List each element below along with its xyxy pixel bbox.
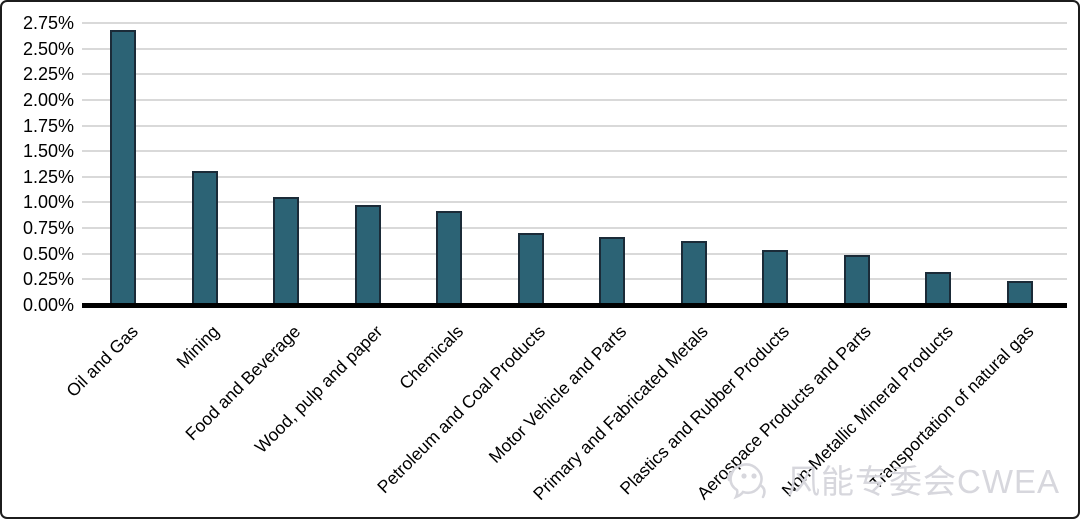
y-tick-label: 1.00% — [22, 192, 74, 213]
gridline — [82, 124, 1067, 127]
x-category-label: Transportation of natural gas — [866, 321, 1038, 494]
gridline — [82, 278, 1067, 281]
bar-mining — [191, 170, 218, 305]
gridline — [82, 47, 1067, 50]
x-category-label: Aerospace Products and Parts — [692, 321, 875, 504]
x-category-label: Oil and Gas — [61, 321, 142, 401]
bar-plastics-and-rubber-products — [762, 249, 788, 305]
gridline — [82, 252, 1067, 255]
gridline — [82, 175, 1067, 178]
y-tick-label: 1.25% — [22, 166, 74, 187]
x-category-label: Motor Vehicle and Parts — [484, 321, 631, 467]
y-tick-label: 2.75% — [22, 13, 74, 33]
bar-food-and-beverage — [273, 197, 299, 305]
x-category-label: Petroleum and Coal Products — [373, 321, 549, 498]
y-tick-label: 1.75% — [22, 115, 74, 136]
bar-non-metallic-mineral-products — [925, 272, 951, 305]
gridline — [82, 201, 1067, 204]
y-tick-label: 0.50% — [22, 243, 74, 264]
bar-primary-and-fabricated-metals — [680, 241, 707, 305]
bar-chemicals — [436, 210, 462, 305]
y-tick-label: 1.50% — [22, 141, 74, 162]
x-axis-line — [82, 303, 1067, 308]
gridline — [82, 227, 1067, 230]
gridline — [82, 98, 1067, 101]
x-category-label: Mining — [172, 321, 223, 372]
bar-wood-pulp-and-paper — [354, 204, 381, 305]
bar-aerospace-products-and-parts — [843, 254, 870, 305]
x-category-label: Plastics and Rubber Products — [616, 321, 794, 499]
x-category-label: Non-Metallic Mineral Products — [777, 321, 957, 501]
y-tick-label: 0.25% — [22, 269, 74, 290]
bar-oil-and-gas — [110, 30, 136, 305]
y-tick-label: 2.25% — [22, 64, 74, 85]
x-category-label: Chemicals — [395, 321, 468, 394]
x-category-label: Primary and Fabricated Metals — [529, 321, 712, 504]
gridline — [82, 73, 1067, 76]
y-tick-label: 2.50% — [22, 38, 74, 59]
gridline — [82, 22, 1067, 24]
y-tick-label: 0.75% — [22, 218, 74, 239]
y-tick-label: 0.00% — [22, 295, 74, 315]
bar-transportation-of-natural-gas — [1006, 281, 1033, 305]
bar-motor-vehicle-and-parts — [599, 237, 625, 305]
y-tick-label: 2.00% — [22, 89, 74, 110]
bar-petroleum-and-coal-products — [517, 233, 544, 305]
watermark-text: 风能专委会CWEA — [787, 462, 1060, 500]
gridline — [82, 150, 1067, 153]
